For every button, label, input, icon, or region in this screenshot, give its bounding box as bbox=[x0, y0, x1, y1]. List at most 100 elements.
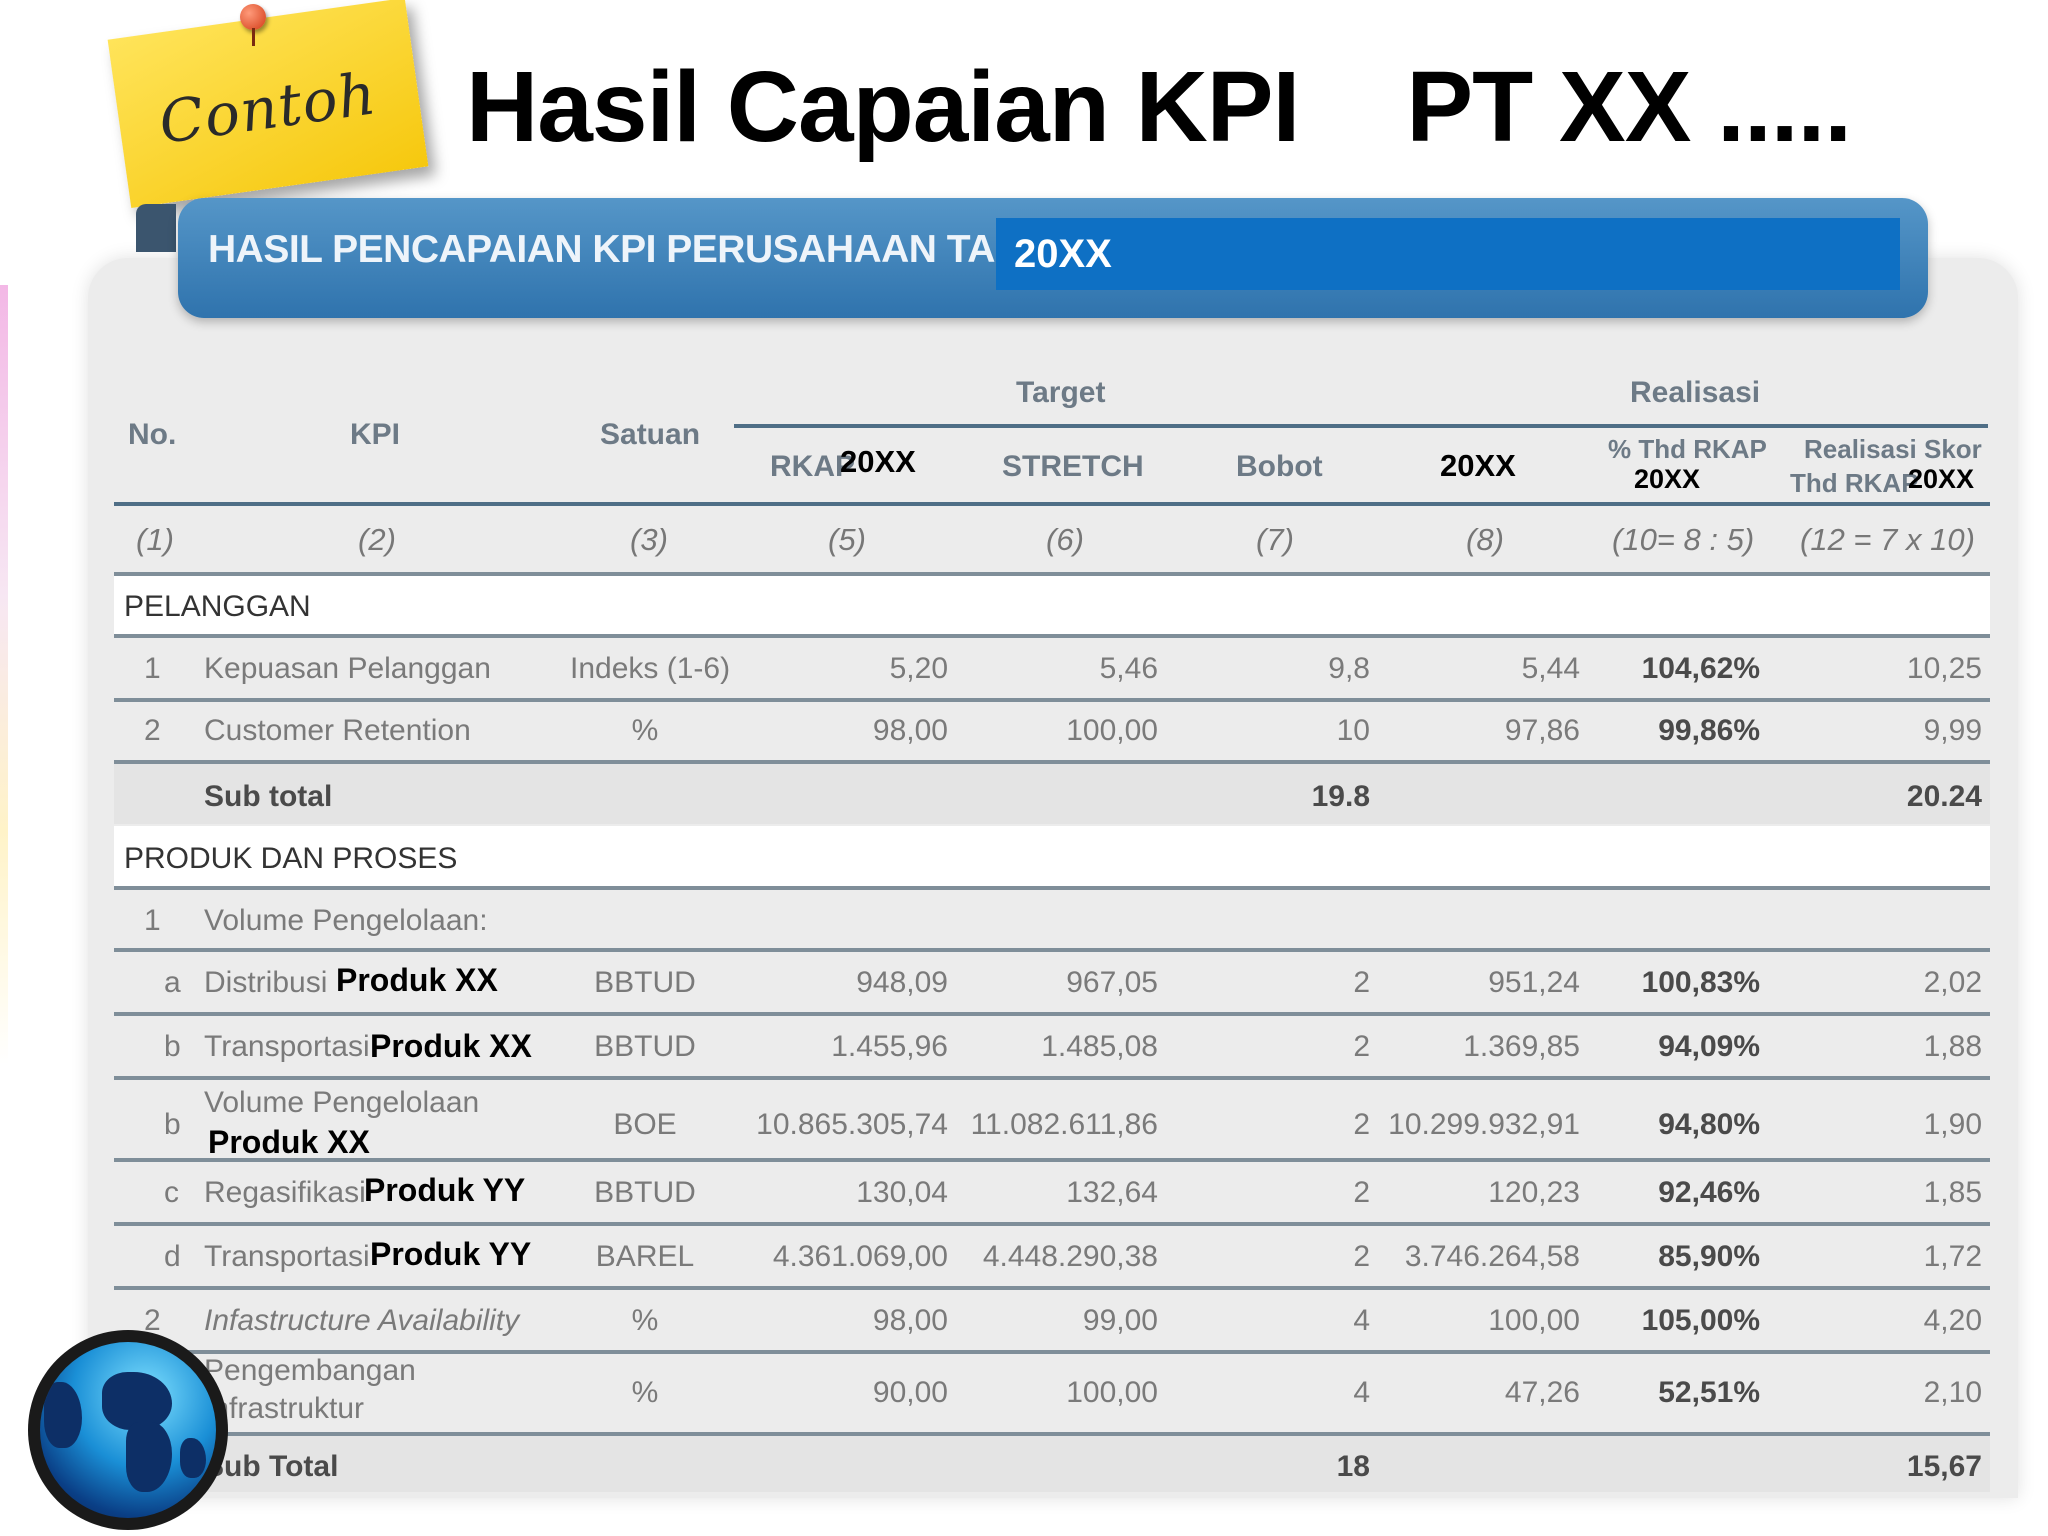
row-realisasi: 951,24 bbox=[1488, 966, 1580, 999]
row-pct: 94,80% bbox=[1658, 1108, 1760, 1141]
row-bobot: 2 bbox=[1353, 966, 1370, 999]
row-pct: 52,51% bbox=[1658, 1376, 1760, 1409]
divider bbox=[114, 948, 1990, 952]
product-overlay: Produk YY bbox=[364, 1172, 526, 1208]
product-overlay: Produk XX bbox=[336, 962, 498, 998]
row-realisasi: 10.299.932,91 bbox=[1388, 1108, 1580, 1141]
row-no: 1 bbox=[144, 652, 161, 685]
row-skor: 9,99 bbox=[1923, 714, 1982, 747]
divider bbox=[114, 1076, 1990, 1080]
row-satuan: % bbox=[631, 1304, 659, 1337]
row-no: d bbox=[164, 1240, 181, 1273]
row-kpi: Volume Pengelolaan: bbox=[204, 904, 488, 937]
row-rkap: 948,09 bbox=[856, 966, 948, 999]
colnum-5: (5) bbox=[828, 522, 866, 557]
subtotal-label: Sub total bbox=[204, 780, 333, 813]
row-stretch: 11.082.611,86 bbox=[970, 1108, 1158, 1141]
row-kpi-line2: Infrastruktur bbox=[204, 1392, 365, 1425]
row-bobot: 2 bbox=[1353, 1030, 1370, 1063]
row-rkap: 5,20 bbox=[889, 652, 948, 685]
row-stretch: 100,00 bbox=[1066, 714, 1158, 747]
row-rkap: 1.455,96 bbox=[831, 1030, 948, 1063]
row-kpi: Transportasi bbox=[204, 1240, 370, 1273]
row-pct: 99,86% bbox=[1658, 714, 1760, 747]
row-stretch: 967,05 bbox=[1066, 966, 1158, 999]
divider bbox=[114, 1012, 1990, 1016]
row-rkap: 90,00 bbox=[872, 1376, 948, 1409]
header-target: Target bbox=[1016, 376, 1106, 409]
row-kpi: Kepuasan Pelanggan bbox=[204, 652, 491, 685]
row-no: c bbox=[164, 1176, 179, 1209]
header-bottom-line bbox=[114, 502, 1990, 506]
row-realisasi: 120,23 bbox=[1488, 1176, 1580, 1209]
note-label: Contoh bbox=[155, 59, 381, 157]
row-bobot: 2 bbox=[1353, 1108, 1370, 1141]
row-pct: 94,09% bbox=[1658, 1030, 1760, 1063]
subtotal-bobot: 19.8 bbox=[1311, 780, 1370, 813]
row-realisasi: 5,44 bbox=[1521, 652, 1580, 685]
row-no: b bbox=[164, 1108, 181, 1141]
row-rkap: 130,04 bbox=[856, 1176, 948, 1209]
page-title: Hasil Capaian KPI PT XX ..... bbox=[466, 51, 1852, 163]
row-skor: 10,25 bbox=[1906, 652, 1982, 685]
header-kpi: KPI bbox=[350, 418, 401, 451]
header-satuan: Satuan bbox=[600, 418, 701, 451]
divider bbox=[114, 1158, 1990, 1162]
sticky-note: Contoh bbox=[107, 0, 429, 209]
row-satuan: BBTUD bbox=[594, 966, 696, 999]
row-pct: 85,90% bbox=[1658, 1240, 1760, 1273]
colnum-10: (10= 8 : 5) bbox=[1612, 522, 1755, 557]
row-satuan: % bbox=[631, 714, 659, 747]
row-bobot: 2 bbox=[1353, 1176, 1370, 1209]
banner-year: 20XX bbox=[1014, 232, 1112, 276]
section-row-produk bbox=[114, 826, 1990, 886]
row-pct: 105,00% bbox=[1641, 1304, 1760, 1337]
row-no: 2 bbox=[144, 714, 161, 747]
divider bbox=[114, 698, 1990, 702]
header-rkap: RKAP bbox=[770, 450, 856, 483]
divider bbox=[114, 1432, 1990, 1436]
row-skor: 2,02 bbox=[1923, 966, 1982, 999]
colnum-1: (1) bbox=[136, 522, 174, 557]
colnum-12: (12 = 7 x 10) bbox=[1800, 522, 1975, 557]
row-kpi-line1: Pengembangan bbox=[204, 1354, 416, 1387]
header-pct-year: 20XX bbox=[1634, 464, 1701, 494]
subtotal-skor: 20.24 bbox=[1906, 780, 1982, 813]
row-kpi: Customer Retention bbox=[204, 714, 471, 747]
row-skor: 1,72 bbox=[1923, 1240, 1982, 1273]
row-satuan: BOE bbox=[613, 1108, 677, 1141]
header-stretch: STRETCH bbox=[1002, 450, 1144, 483]
banner-tab bbox=[136, 204, 176, 252]
row-pct: 100,83% bbox=[1641, 966, 1760, 999]
row-skor: 2,10 bbox=[1923, 1376, 1982, 1409]
row-skor: 1,85 bbox=[1923, 1176, 1982, 1209]
row-no: a bbox=[164, 966, 181, 999]
row-stretch: 4.448.290,38 bbox=[982, 1240, 1158, 1273]
divider bbox=[114, 634, 1990, 638]
colnum-7: (7) bbox=[1256, 522, 1294, 557]
section-row-pelanggan bbox=[114, 576, 1990, 634]
colnum-2: (2) bbox=[358, 522, 396, 557]
row-bobot: 4 bbox=[1353, 1376, 1370, 1409]
row-rkap: 98,00 bbox=[872, 714, 948, 747]
pushpin-icon bbox=[240, 4, 266, 46]
divider bbox=[114, 572, 1990, 576]
row-kpi: Infastructure Availability bbox=[204, 1304, 520, 1337]
banner-title: HASIL PENCAPAIAN KPI PERUSAHAAN TAHUN bbox=[208, 228, 1078, 271]
left-edge-decoration bbox=[0, 285, 8, 1065]
row-no: 2 bbox=[144, 1304, 161, 1337]
row-bobot: 4 bbox=[1353, 1304, 1370, 1337]
row-bobot: 10 bbox=[1336, 714, 1370, 747]
row-skor: 1,90 bbox=[1923, 1108, 1982, 1141]
divider bbox=[114, 1286, 1990, 1290]
divider bbox=[114, 1222, 1990, 1226]
divider bbox=[114, 1350, 1990, 1354]
subtotal-row bbox=[114, 1436, 1990, 1492]
row-realisasi: 3.746.264,58 bbox=[1404, 1240, 1580, 1273]
row-kpi: Regasifikasi bbox=[204, 1176, 366, 1209]
header-pct-thd-rkap: % Thd RKAP bbox=[1608, 434, 1767, 464]
row-realisasi: 47,26 bbox=[1504, 1376, 1580, 1409]
row-satuan: Indeks (1-6) bbox=[570, 652, 731, 685]
colnum-3: (3) bbox=[630, 522, 668, 557]
header-thd-rkap: Thd RKAP bbox=[1790, 468, 1919, 498]
